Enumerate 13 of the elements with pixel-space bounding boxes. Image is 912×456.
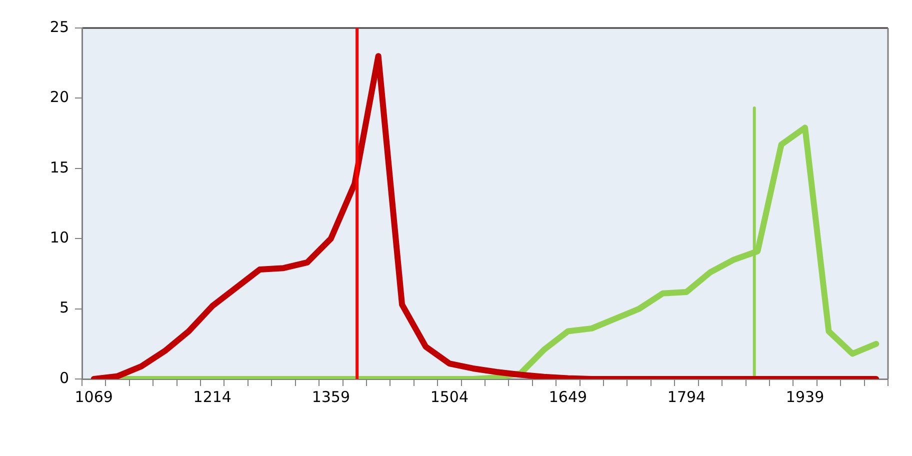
y-tick-label: 20 [50, 88, 69, 106]
y-tick-label: 0 [59, 368, 69, 387]
x-tick-label: 1069 [74, 388, 113, 406]
x-tick-label: 1939 [786, 388, 824, 406]
y-tick-label: 25 [50, 18, 69, 36]
x-tick-label: 1214 [193, 388, 232, 406]
y-tick-label: 15 [50, 158, 69, 176]
y-tick-label: 10 [50, 228, 69, 246]
x-tick-label: 1359 [312, 388, 350, 406]
y-tick-label: 5 [59, 298, 69, 317]
x-tick-label: 1794 [667, 388, 706, 406]
x-tick-label: 1649 [548, 388, 588, 406]
x-tick-label: 1504 [430, 388, 469, 406]
